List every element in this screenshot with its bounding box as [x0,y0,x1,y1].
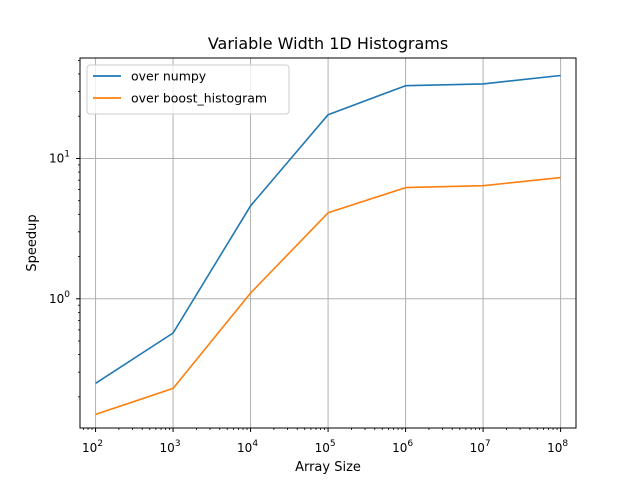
series-lines [95,74,561,416]
legend: over numpy over boost_histogram [86,64,290,115]
x-tick-label: 104 [237,439,258,455]
chart-title: Variable Width 1D Histograms [208,34,448,53]
legend-box [86,64,290,115]
x-tick-label-exponent: 5 [330,439,336,449]
x-tick-label: 108 [547,439,568,455]
x-tick-label-exponent: 6 [407,439,413,449]
x-tick-label: 105 [315,439,336,455]
x-tick-label-base: 10 [547,441,562,455]
y-tick-label-base: 10 [49,292,64,306]
x-tick-label-exponent: 8 [562,439,568,449]
y-tick-label-exponent: 0 [64,290,70,300]
grid-lines [80,58,576,428]
x-tick-label-exponent: 4 [252,439,258,449]
series-line-1 [95,74,561,384]
x-tick-label-exponent: 7 [485,439,491,449]
legend-label-1: over numpy [131,69,207,84]
x-tick-label: 107 [470,439,491,455]
x-axis-label: Array Size [295,460,361,475]
x-tick-label-exponent: 3 [175,439,181,449]
x-tick-label-exponent: 2 [97,439,103,449]
legend-label-2: over boost_histogram [131,91,267,106]
x-tick-label-base: 10 [160,441,175,455]
y-tick-label: 101 [49,149,70,165]
y-axis-label: Speedup [25,214,40,271]
x-tick-label: 102 [82,439,103,455]
y-tick-label-exponent: 1 [64,149,70,159]
x-tick-label: 103 [160,439,181,455]
x-tick-label-base: 10 [82,441,97,455]
series-line-2 [95,176,561,416]
x-tick-label-base: 10 [470,441,485,455]
x-tick-label-base: 10 [315,441,330,455]
x-tick-label-base: 10 [392,441,407,455]
y-tick-label: 100 [49,290,70,306]
x-tick-label-base: 10 [237,441,252,455]
y-tick-label-base: 10 [49,151,64,165]
x-tick-label: 106 [392,439,413,455]
